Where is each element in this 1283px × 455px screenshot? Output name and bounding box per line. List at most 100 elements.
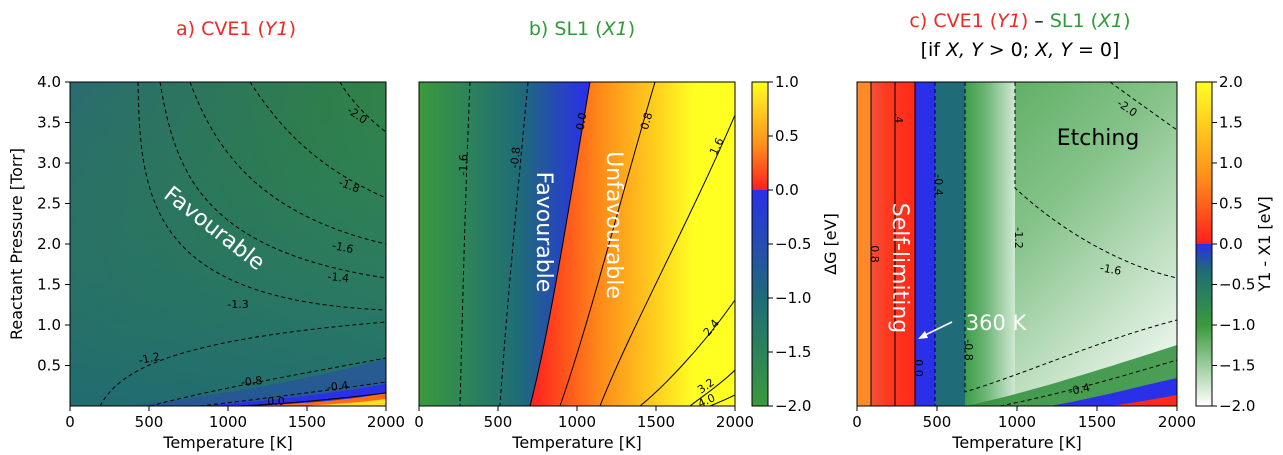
panel-c-colorbar-ticks: 2.0 1.5 1.0 0.5 0.0 −0.5 −1.0 −1.5 −2.0 xyxy=(1212,73,1255,415)
x-tick-label: 1000 xyxy=(998,413,1036,431)
colorbar-tick-label: 1.0 xyxy=(775,73,799,91)
contour-label: -0.4 xyxy=(326,379,349,394)
panel-c-title-v1: Y1 xyxy=(997,10,1021,32)
contour-label: 0.0 xyxy=(912,359,925,377)
contour-a-7 xyxy=(149,357,386,406)
panel-b: -1.6 -0.8 0.0 0.8 1.6 2.4 3.2 4.0 Favour… xyxy=(414,73,840,452)
x-tick-label: 2000 xyxy=(716,413,754,431)
contour-a-8 xyxy=(199,381,386,406)
panel-b-title-prefix: b) SL1 ( xyxy=(529,18,603,40)
x-tick-label: 500 xyxy=(135,413,164,431)
x-tick-label: 2000 xyxy=(367,413,405,431)
panel-c-heatmap: -2.0 -1.6 -1.2 -0.8 -0.4 0.0 0.8 .4 -0.4… xyxy=(857,82,1177,406)
contour-b-5 xyxy=(599,114,735,406)
colorbar-tick-label: −0.5 xyxy=(1219,276,1255,294)
colorbar-tick-label: 2.0 xyxy=(1219,73,1243,91)
panel-c: -2.0 -1.6 -1.2 -0.8 -0.4 0.0 0.8 .4 -0.4… xyxy=(852,73,1274,452)
panel-a-title: a) CVE1 (Y1) xyxy=(176,18,296,40)
contour-b-3 xyxy=(529,82,591,406)
panel-c-title-p3: ) xyxy=(1123,10,1130,32)
colorbar-tick-label: 0.0 xyxy=(1219,235,1243,253)
panel-c-teal-band xyxy=(935,82,965,406)
region-label-self-limiting: Self-limiting xyxy=(887,203,912,334)
y-tick-label: 3.5 xyxy=(37,114,61,132)
panel-a-yellow-region xyxy=(300,399,386,406)
panel-c-colorbar-label: Y1 - X1 [eV] xyxy=(1255,196,1274,292)
contour-label: -1.2 xyxy=(137,350,161,367)
contour-a-9 xyxy=(239,392,386,406)
colorbar-tick-label: 0.5 xyxy=(1219,195,1243,213)
panel-c-title-line1: c) CVE1 (Y1) – SL1 (X1) xyxy=(909,10,1130,32)
y-tick-label: 2.5 xyxy=(37,195,61,213)
contour-c-2 xyxy=(1014,82,1177,279)
x-tick-label: 1000 xyxy=(558,413,596,431)
x-tick-label: 1500 xyxy=(288,413,326,431)
contour-label: 0.8 xyxy=(638,111,655,131)
panel-a-title-suffix: ) xyxy=(289,18,296,40)
contour-b-7 xyxy=(689,369,735,406)
x-tick-label: 1000 xyxy=(209,413,247,431)
contour-label: -1.6 xyxy=(457,154,471,176)
panel-c-title-p2a: ) xyxy=(1021,10,1034,32)
panel-a: -2.0 -1.8 -1.6 -1.4 -1.3 -1.2 -0.8 -0.4 … xyxy=(7,73,405,452)
panel-a-ylabel: Reactant Pressure [Torr] xyxy=(7,148,26,340)
colorbar-tick-label: −1.0 xyxy=(775,289,811,307)
annotation-360k-label: 360 K xyxy=(966,311,1028,335)
x-tick-label: 2000 xyxy=(1158,413,1196,431)
contour-b-6 xyxy=(639,299,735,406)
contour-a-4 xyxy=(159,82,386,279)
contour-label: -1.3 xyxy=(227,298,248,311)
panel-a-x-ticks: 0 500 1000 1500 2000 xyxy=(65,406,405,431)
panel-a-shade xyxy=(70,82,386,406)
contour-a-3 xyxy=(189,82,386,245)
panel-c-title-p2b: SL1 ( xyxy=(1050,10,1098,32)
panel-b-xlabel: Temperature [K] xyxy=(511,433,641,452)
panel-a-y-ticks: 0.5 1.0 1.5 2.0 2.5 3.0 3.5 4.0 xyxy=(37,73,70,375)
panel-c-title-l2v2: X, Y xyxy=(1034,39,1073,61)
contour-a-6 xyxy=(99,321,386,406)
panel-b-contours xyxy=(459,82,735,406)
contour-label: 0.0 xyxy=(574,112,590,131)
panel-a-heatmap: -2.0 -1.8 -1.6 -1.4 -1.3 -1.2 -0.8 -0.4 … xyxy=(70,82,386,408)
panel-c-lower-blue xyxy=(1050,378,1177,406)
panel-c-title-p1: c) CVE1 ( xyxy=(909,10,997,32)
colorbar-tick-label: −1.5 xyxy=(1219,357,1255,375)
x-tick-label: 0 xyxy=(65,413,75,431)
colorbar-tick-label: 0.5 xyxy=(775,127,799,145)
contour-c-1 xyxy=(1109,82,1177,131)
panel-b-colorbar-label: ΔG [eV] xyxy=(821,213,840,275)
panel-c-title-l2v1: X, Y xyxy=(945,39,984,61)
panel-a-xlabel: Temperature [K] xyxy=(162,433,292,452)
x-tick-label: 1500 xyxy=(637,413,675,431)
contour-label: 0.0 xyxy=(267,395,285,408)
contour-label: -1.6 xyxy=(331,239,355,256)
contour-label: -0.8 xyxy=(962,339,975,360)
panel-c-colorbar xyxy=(1195,81,1213,407)
colorbar-tick-label: −0.5 xyxy=(775,235,811,253)
x-tick-label: 0 xyxy=(414,413,424,431)
y-tick-label: 1.5 xyxy=(37,276,61,294)
annotation-arrow-head xyxy=(918,331,928,339)
panel-c-title-l2c: = 0] xyxy=(1072,39,1120,61)
y-tick-label: 2.0 xyxy=(37,235,61,253)
colorbar-tick-label: 1.0 xyxy=(1219,154,1243,172)
contour-b-2 xyxy=(499,82,529,406)
region-label-etching: Etching xyxy=(1057,126,1140,151)
region-label-favourable-b: Favourable xyxy=(531,172,556,293)
panel-a-title-var: Y1 xyxy=(265,18,289,40)
panel-c-green-band xyxy=(965,82,1015,406)
contour-b-8 xyxy=(709,394,735,406)
panel-b-title-suffix: ) xyxy=(628,18,635,40)
panel-c-xlabel: Temperature [K] xyxy=(951,433,1081,452)
panel-c-title-dash: – xyxy=(1034,10,1050,32)
y-tick-label: 1.0 xyxy=(37,316,61,334)
panel-b-colorbar xyxy=(751,81,769,407)
panel-c-title-v2: X1 xyxy=(1097,10,1123,32)
annotation-360k: 360 K xyxy=(918,311,1027,339)
panel-a-title-prefix: a) CVE1 ( xyxy=(176,18,265,40)
panel-b-colorbar-ticks: 1.0 0.5 0.0 −0.5 −1.0 −1.5 −2.0 xyxy=(768,73,811,415)
contour-a-2 xyxy=(249,82,386,199)
contour-label: 0.8 xyxy=(868,245,881,263)
panel-b-title: b) SL1 (X1) xyxy=(529,18,635,40)
